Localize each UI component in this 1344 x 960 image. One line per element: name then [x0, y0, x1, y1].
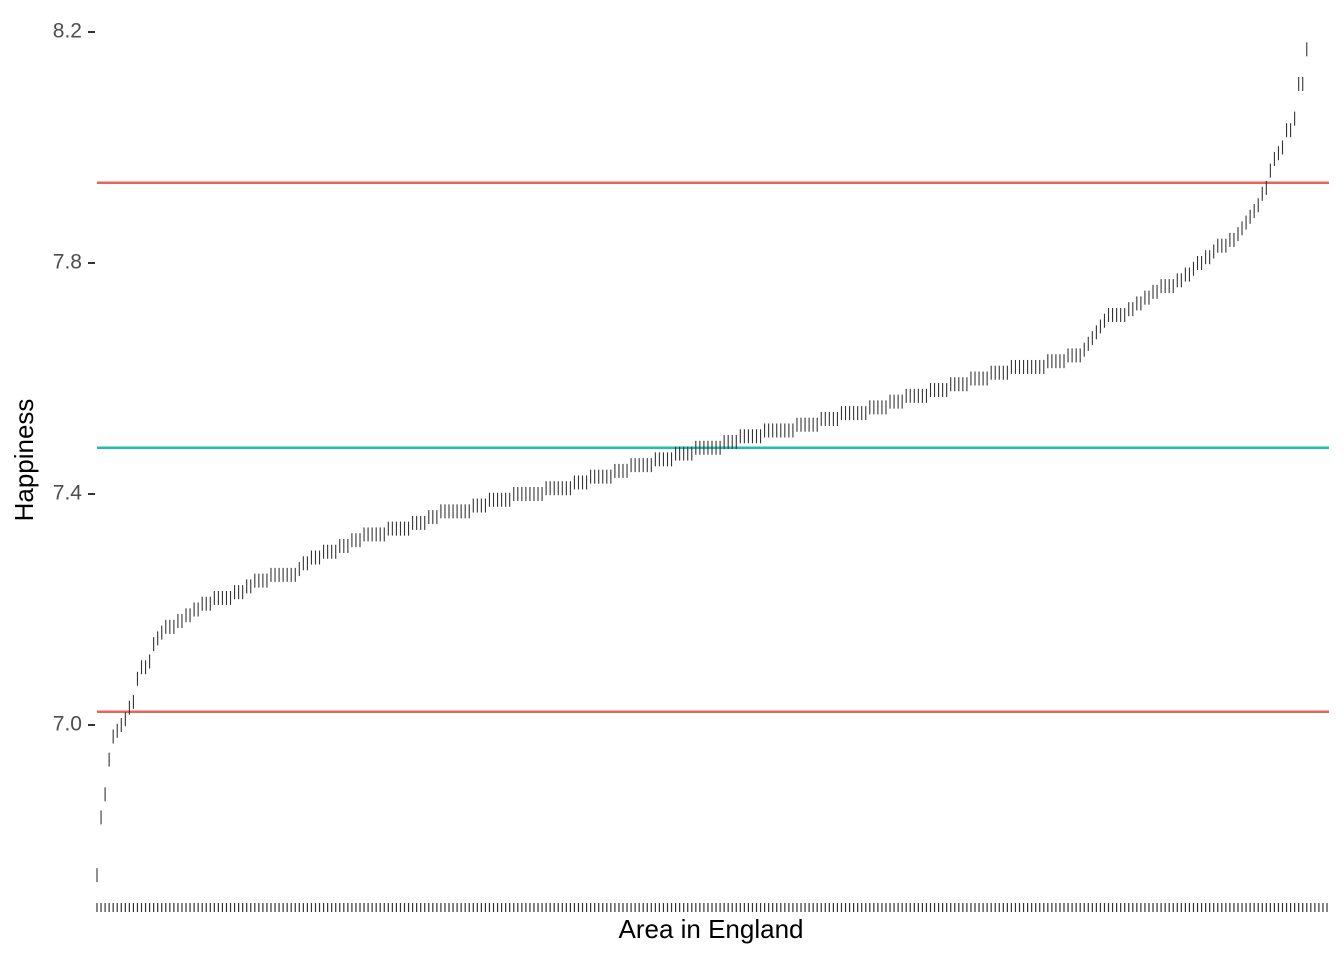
- y-tick-label: 7.0: [53, 713, 82, 736]
- y-tick-label: 7.4: [53, 482, 83, 505]
- y-tick-label: 8.2: [53, 20, 82, 43]
- y-tick-label: 7.8: [53, 251, 82, 274]
- y-axis-title: Happiness: [9, 399, 39, 522]
- x-axis-title: Area in England: [618, 914, 803, 944]
